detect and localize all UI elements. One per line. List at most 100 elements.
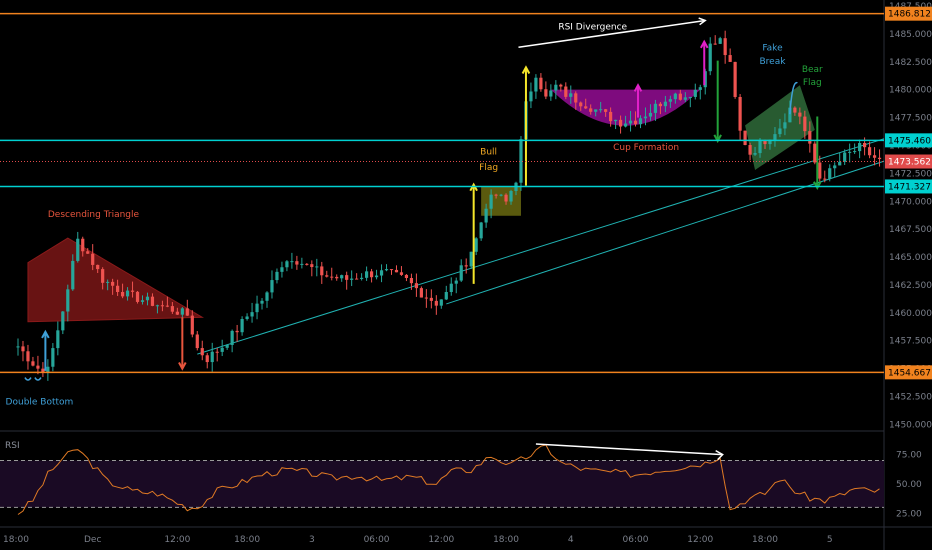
candle-body — [399, 272, 404, 275]
time-tick-label: 18:00 — [3, 535, 29, 545]
candle-body — [758, 140, 762, 154]
candle-body — [688, 96, 692, 98]
price-tick-label: 1462.500 — [889, 281, 932, 291]
candle-body — [838, 161, 842, 166]
descending-triangle-label: Descending Triangle — [48, 210, 140, 220]
candle-body — [658, 103, 663, 107]
triangle-breakdown-arrow — [178, 317, 187, 371]
candle-body — [335, 276, 339, 279]
candle-body — [340, 275, 344, 279]
candle-body — [81, 238, 85, 252]
level-price-tag — [885, 6, 932, 21]
candle-body — [419, 288, 423, 298]
candle-body — [459, 265, 463, 281]
time-tick-label: 12:00 — [428, 535, 454, 545]
candle-body — [479, 222, 483, 239]
price-tick-label: 1485.000 — [889, 30, 932, 40]
candle-body — [26, 351, 30, 362]
candle-body — [554, 84, 558, 91]
candle-body — [220, 347, 224, 352]
price-tick-label: 1480.000 — [889, 86, 932, 96]
candle-body — [245, 316, 249, 320]
candle-body — [285, 261, 289, 268]
fake-break-label-line1: Fake — [762, 44, 783, 54]
candle-body — [275, 271, 279, 281]
candle-body — [210, 351, 214, 363]
candle-body — [170, 306, 174, 312]
candle-body — [489, 194, 493, 209]
candle-body — [733, 61, 737, 97]
fake-break-marker — [789, 81, 798, 115]
candle-body — [534, 77, 538, 92]
candle-body — [270, 280, 274, 293]
triangle-breakdown-arrow-head — [178, 362, 187, 371]
candle-body — [16, 346, 20, 348]
candle-body — [31, 361, 35, 366]
candle-body — [195, 334, 199, 349]
candle-body — [111, 281, 115, 286]
double-bottom-arrow — [41, 329, 50, 371]
price-tick-label: 1465.000 — [889, 253, 932, 263]
candle-body — [519, 139, 523, 183]
candle-body — [793, 107, 797, 113]
candle-body — [46, 366, 50, 374]
candle-body — [494, 194, 498, 196]
candle-body — [768, 139, 772, 145]
candle-body — [713, 43, 717, 45]
candle-body — [803, 116, 807, 132]
candle-body — [384, 269, 389, 271]
candle-body — [330, 276, 334, 278]
candle-body — [215, 351, 219, 353]
candle-body — [61, 311, 65, 331]
candle-body — [145, 296, 150, 301]
candle-body — [653, 103, 658, 113]
candle-body — [250, 312, 254, 317]
candle-body — [315, 266, 319, 268]
level-price-label: 1473.562 — [888, 158, 931, 168]
bull-flag-box — [481, 186, 521, 216]
candle-body — [116, 285, 120, 292]
candle-body — [155, 305, 160, 307]
candle-body — [91, 253, 95, 265]
time-tick-label: 4 — [568, 535, 574, 545]
level-price-label: 1475.460 — [888, 136, 931, 146]
candle-body — [763, 140, 767, 145]
candle-body — [295, 261, 299, 265]
candle-body — [509, 190, 513, 202]
candle-body — [350, 278, 354, 280]
price-tick-label: 1477.500 — [889, 114, 932, 124]
time-tick-label: 12:00 — [687, 535, 713, 545]
candle-body — [345, 275, 349, 280]
candle-body — [599, 109, 603, 111]
descending-triangle-shape — [27, 237, 205, 323]
candle-body — [225, 344, 229, 348]
candle-body — [872, 155, 877, 158]
candle-body — [783, 122, 787, 129]
candle-body — [504, 194, 508, 202]
candle-body — [877, 157, 882, 160]
double-top-drop-arrow — [713, 60, 722, 144]
rsi-divergence-arrow — [535, 443, 724, 461]
bear-flag-target-arrow — [813, 116, 822, 190]
candle-body — [96, 264, 100, 270]
candle-body — [360, 277, 364, 279]
bull-flag-pole-arrow-head — [469, 182, 478, 192]
candle-body — [743, 130, 747, 146]
candle-body — [449, 283, 453, 293]
time-tick-label: 5 — [827, 535, 833, 545]
candle-body — [175, 311, 179, 315]
time-tick-label: 12:00 — [164, 535, 190, 545]
level-price-label: 1486.812 — [888, 10, 931, 20]
cup-arrow-2 — [700, 39, 709, 86]
candle-body — [41, 368, 45, 374]
candle-body — [723, 38, 727, 56]
candle-body — [773, 134, 777, 140]
candle-body — [668, 99, 672, 102]
bear-flag-label-line2: Flag — [803, 78, 822, 88]
candle-body — [569, 93, 573, 97]
fake-break-label-line2: Break — [759, 57, 786, 67]
rsi-pane — [0, 443, 884, 515]
candle-body — [454, 280, 458, 284]
time-tick-label: 06:00 — [623, 535, 649, 545]
